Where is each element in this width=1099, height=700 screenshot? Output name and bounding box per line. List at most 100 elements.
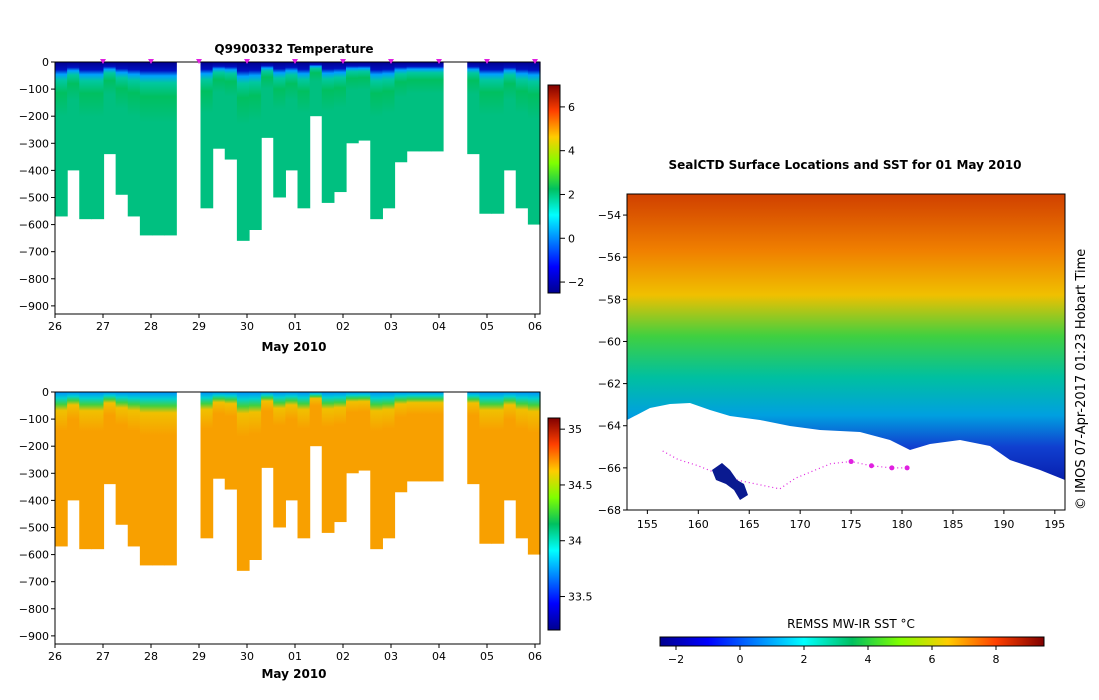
colorbar-tick-label: 35 <box>568 423 582 436</box>
x-tick-label: 04 <box>432 650 446 663</box>
y-tick-label: −200 <box>19 110 49 123</box>
surfacing-marker <box>388 59 394 64</box>
surfacing-marker <box>196 59 202 64</box>
track-line <box>662 450 908 490</box>
x-tick-label: 01 <box>288 320 302 333</box>
map-longitude-axis: 155 160 165 170 175 180 185 190 195 <box>637 510 1065 531</box>
profile-column <box>236 392 250 571</box>
x-tick-label: 27 <box>96 650 110 663</box>
map-latitude-axis: −54 −56 −58 −60 −62 −64 −66 −68 <box>598 209 627 517</box>
lon-tick-label: 170 <box>790 518 811 531</box>
profile-column <box>321 62 335 203</box>
lat-tick-label: −58 <box>598 293 621 306</box>
profile-column <box>491 62 505 214</box>
y-tick-label: −200 <box>19 440 49 453</box>
profile-column <box>382 392 396 539</box>
salinity-x-axis: 26 27 28 29 30 01 02 03 04 05 06 <box>48 644 542 663</box>
x-tick-label: 03 <box>384 650 398 663</box>
profile-column <box>527 392 541 555</box>
y-tick-label: 0 <box>42 56 49 69</box>
y-tick-label: −900 <box>19 300 49 313</box>
profile-column <box>55 392 68 547</box>
salinity-profiles <box>55 392 541 571</box>
x-tick-label: 02 <box>336 650 350 663</box>
temperature-y-axis: 0 −100 −200 −300 −400 −500 −600 −700 −800 −900 <box>19 56 55 313</box>
profile-column <box>224 62 238 160</box>
x-tick-label: 02 <box>336 320 350 333</box>
lat-tick-label: −54 <box>598 209 621 222</box>
salinity-y-axis: 0 −100 −200 −300 −400 −500 −600 −700 −800 −900 <box>19 386 55 643</box>
profile-column <box>152 62 165 236</box>
imos-credit: © IMOS 07-Apr-2017 01:23 Hobart Time <box>1074 249 1089 510</box>
x-tick-label: 30 <box>240 320 254 333</box>
x-tick-label: 28 <box>144 650 158 663</box>
profile-column <box>467 392 480 485</box>
surfacing-marker <box>100 59 106 64</box>
x-tick-label: 28 <box>144 320 158 333</box>
profile-column <box>370 392 383 550</box>
x-tick-label: 05 <box>480 650 494 663</box>
profile-column <box>297 392 311 539</box>
map-frame <box>626 193 1066 511</box>
ross-island-shape <box>712 463 748 500</box>
profile-column <box>273 392 286 528</box>
profile-column <box>394 392 408 493</box>
profile-column <box>249 62 262 230</box>
profile-column <box>212 62 226 149</box>
lon-tick-label: 195 <box>1044 518 1065 531</box>
colorbar-tick-label: −2 <box>568 276 584 289</box>
profile-column <box>479 392 493 544</box>
profile-column <box>139 62 153 236</box>
surfacing-marker <box>292 59 298 64</box>
profile-column <box>79 392 92 550</box>
profile-column <box>103 62 117 155</box>
y-tick-label: −700 <box>19 246 49 259</box>
salinity-colorbar <box>547 417 561 631</box>
y-tick-label: −900 <box>19 630 49 643</box>
profile-column <box>430 62 444 152</box>
profile-column <box>91 62 105 220</box>
profile-column <box>261 62 274 138</box>
y-tick-label: −300 <box>19 467 49 480</box>
profile-column <box>200 392 214 539</box>
profile-column <box>236 62 250 241</box>
lon-tick-label: 180 <box>892 518 913 531</box>
map-colorbar-label: REMSS MW-IR SST °C <box>787 617 915 631</box>
map-colorbar <box>659 636 1045 647</box>
y-tick-label: −300 <box>19 137 49 150</box>
profile-column <box>503 62 517 171</box>
profile-column <box>297 62 311 209</box>
lon-tick-label: 185 <box>942 518 963 531</box>
profile-column <box>430 392 444 482</box>
y-tick-label: −800 <box>19 273 49 286</box>
x-tick-label: 30 <box>240 650 254 663</box>
map-colorbar-ticks: −2 0 2 4 6 8 <box>668 646 1000 666</box>
y-tick-label: −700 <box>19 576 49 589</box>
profile-column <box>285 392 299 501</box>
surfacing-marker <box>340 59 346 64</box>
salinity-plot-frame <box>54 391 541 645</box>
profile-column <box>406 392 420 482</box>
profile-column <box>212 392 226 479</box>
profile-column <box>382 62 396 209</box>
temperature-colorbar-ticks: −2 0 2 4 6 <box>560 101 584 289</box>
surfacing-marker <box>148 59 154 64</box>
lon-tick-label: 175 <box>841 518 862 531</box>
y-tick-label: −600 <box>19 549 49 562</box>
colorbar-tick-label: 6 <box>568 101 575 114</box>
profile-column <box>418 392 432 482</box>
profile-column <box>127 392 141 547</box>
map-colorbar-tick-label: 2 <box>801 653 808 666</box>
track-point <box>848 459 854 465</box>
temperature-plot-frame <box>54 61 541 315</box>
profile-column <box>515 62 529 209</box>
y-tick-label: 0 <box>42 386 49 399</box>
profile-column <box>164 392 177 566</box>
profile-column <box>127 62 141 217</box>
lat-tick-label: −64 <box>598 420 621 433</box>
surfacing-markers <box>100 59 538 64</box>
map-colorbar-tick-label: −2 <box>668 653 684 666</box>
x-tick-label: 05 <box>480 320 494 333</box>
profile-column <box>67 62 80 171</box>
